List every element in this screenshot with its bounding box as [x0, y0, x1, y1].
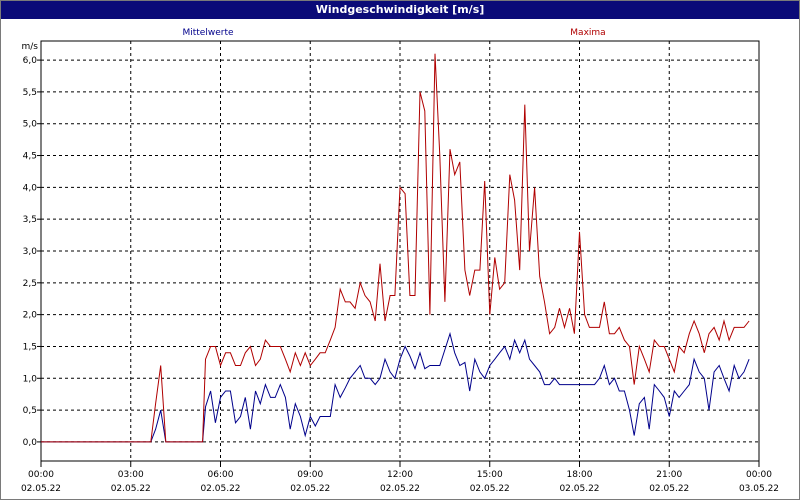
x-tick-time: 09:00: [297, 470, 323, 480]
window-title: Windgeschwindigkeit [m/s]: [1, 1, 799, 19]
x-tick-date: 03.05.22: [739, 484, 779, 494]
x-tick-time: 06:00: [208, 470, 234, 480]
x-tick-date: 02.05.22: [470, 484, 510, 494]
x-tick-date: 02.05.22: [111, 484, 151, 494]
y-tick-label: 4,0: [23, 183, 38, 193]
series-line-maxima: [41, 53, 750, 443]
x-tick-time: 12:00: [387, 470, 413, 480]
y-tick-label: 5,5: [23, 88, 37, 98]
x-tick-time: 00:00: [746, 470, 772, 480]
x-tick-time: 15:00: [477, 470, 503, 480]
grid: [41, 41, 759, 461]
x-tick-date: 02.05.22: [559, 484, 599, 494]
x-tick-date: 02.05.22: [290, 484, 330, 494]
y-tick-label: 0,5: [23, 406, 37, 416]
legend-mittelwerte: Mittelwerte: [182, 28, 233, 38]
y-tick-label: 1,5: [23, 342, 37, 352]
x-tick-date: 02.05.22: [200, 484, 240, 494]
y-tick-label: 4,5: [23, 152, 37, 162]
wind-speed-chart: 0,00,51,01,52,02,53,03,54,04,55,05,56,0 …: [21, 28, 779, 494]
y-tick-label: 3,0: [23, 247, 38, 257]
x-tick-time: 00:00: [28, 470, 54, 480]
y-axis-unit: m/s: [22, 42, 39, 52]
y-tick-label: 5,0: [23, 120, 38, 130]
x-tick-date: 02.05.22: [380, 484, 420, 494]
x-tick-time: 21:00: [656, 470, 682, 480]
x-tick-time: 18:00: [567, 470, 593, 480]
y-tick-label: 3,5: [23, 215, 37, 225]
series-line-mittelwerte: [41, 331, 750, 443]
x-tick-date: 02.05.22: [21, 484, 61, 494]
y-tick-label: 6,0: [23, 56, 38, 66]
x-tick-date: 02.05.22: [649, 484, 689, 494]
series-lines: [41, 53, 750, 443]
y-tick-label: 0,0: [23, 438, 38, 448]
legend-maxima: Maxima: [570, 28, 605, 38]
y-tick-label: 2,5: [23, 279, 37, 289]
y-tick-label: 2,0: [23, 311, 38, 321]
x-axis-ticks: 00:00 02.05.22 03:00 02.05.22 06:00 02.05.22 0…: [21, 461, 779, 494]
y-tick-label: 1,0: [23, 374, 38, 384]
x-tick-time: 03:00: [118, 470, 144, 480]
y-axis-ticks: 0,0 0,5 1,0 1,5 2,0 2,5 3,0 3,5 4,0 4,5 5,0 5,5 6,0: [23, 56, 41, 448]
